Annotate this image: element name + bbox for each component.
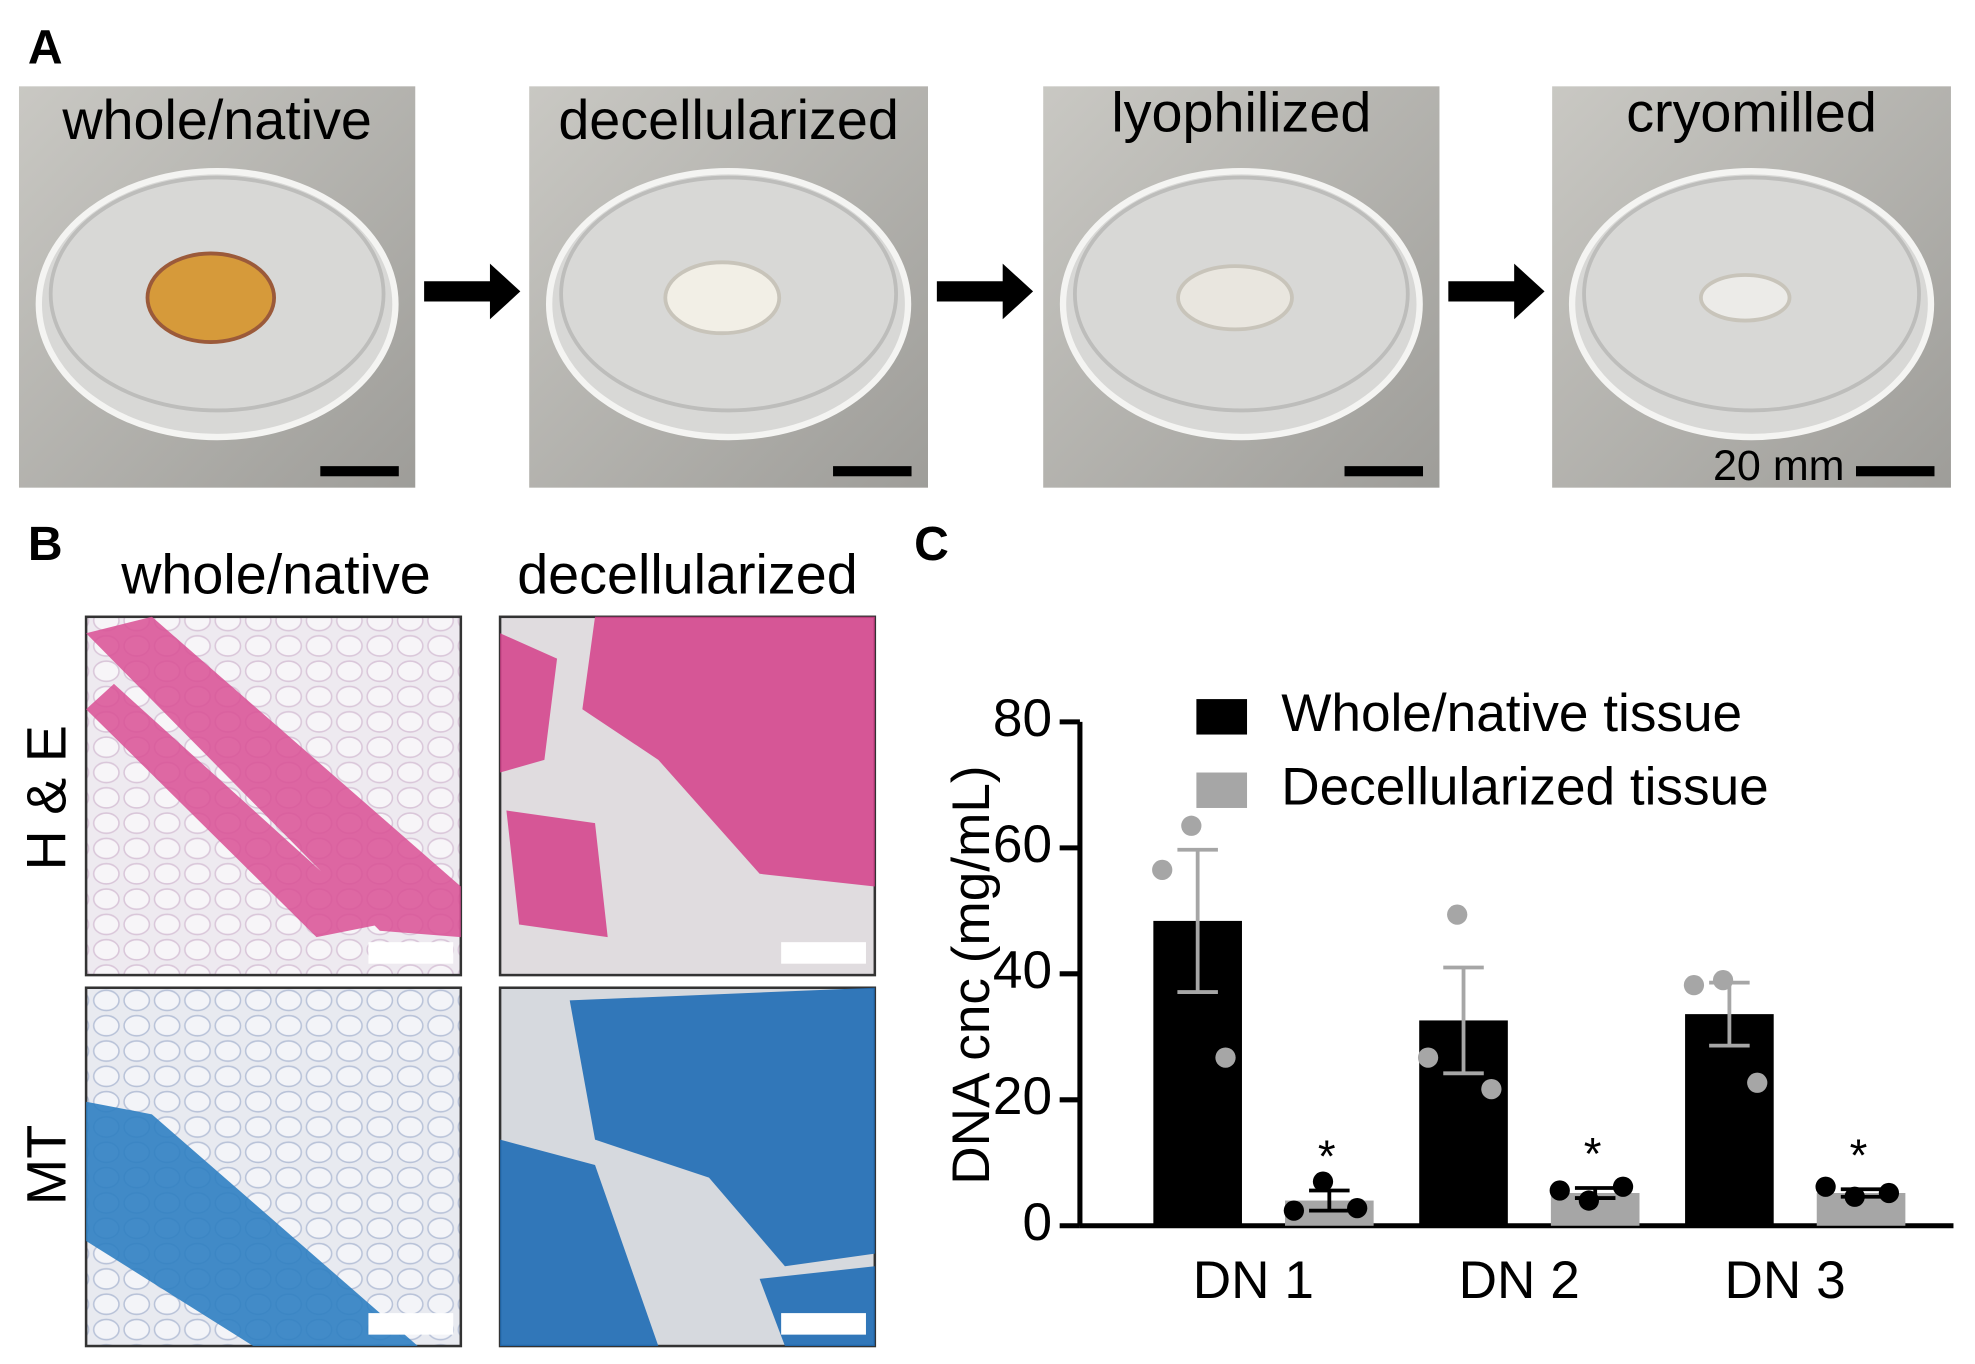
- data-point: [1417, 1047, 1439, 1068]
- tissue: [663, 260, 782, 336]
- data-point: [1683, 975, 1705, 996]
- x-tick-label: DN 1: [1193, 1251, 1314, 1310]
- error-bar: [1443, 965, 1484, 1076]
- legend-label: Whole/native tissue: [1281, 684, 1742, 743]
- column-label: whole/native: [120, 544, 431, 606]
- photo-label: lyophilized: [1111, 81, 1371, 143]
- data-point: [1312, 1171, 1334, 1192]
- petri-dish-rim: [1073, 175, 1410, 413]
- data-point: [1447, 904, 1468, 925]
- panel-label: B: [28, 517, 63, 571]
- data-point: [1215, 1047, 1236, 1068]
- scale-bar: [368, 1313, 454, 1335]
- arrow: [424, 263, 521, 320]
- x-tick-label: DN 2: [1459, 1251, 1580, 1310]
- legend-swatch: [1196, 772, 1248, 808]
- scale-bar: [833, 466, 912, 477]
- row-label: H & E: [15, 725, 77, 870]
- photo-row: whole/native decellularized lyophilized cry…: [18, 81, 1951, 490]
- bar-chart: 0 20 40 60 80 DNA cnc (mg/mL) * DN 1 * DN 2 * DN 3 W…: [942, 684, 1954, 1310]
- error-bar: [1309, 1188, 1350, 1213]
- mt-decell-stain: [500, 987, 875, 1347]
- significance: *: [1318, 1131, 1336, 1182]
- mt-native-stain: [86, 1101, 418, 1347]
- data-point: [1878, 1182, 1900, 1204]
- y-tick-label: 20: [993, 1067, 1052, 1126]
- y-tick-label: 80: [993, 689, 1052, 748]
- error-bar: [1177, 847, 1218, 994]
- he-decell-stain: [500, 616, 875, 938]
- significance: *: [1584, 1129, 1602, 1180]
- scale-bar: [781, 942, 866, 964]
- data-point: [1844, 1186, 1865, 1207]
- data-point: [1181, 815, 1202, 836]
- panel-label: C: [914, 517, 949, 571]
- photo-label: decellularized: [558, 89, 899, 151]
- y-tick-label: 0: [1022, 1193, 1052, 1252]
- arrow: [936, 263, 1034, 320]
- legend-swatch: [1196, 699, 1248, 735]
- data-point: [1152, 859, 1173, 881]
- legend-label: Decellularized tissue: [1281, 757, 1769, 816]
- data-point: [1347, 1197, 1368, 1219]
- data-point: [1612, 1176, 1634, 1197]
- panel-label: A: [28, 21, 63, 75]
- petri-dish-rim: [1582, 175, 1921, 413]
- scale-bar: [320, 466, 399, 477]
- scale-bar: [1855, 466, 1935, 477]
- tissue: [1176, 264, 1294, 332]
- tissue: [145, 251, 276, 344]
- x-tick-label: DN 3: [1725, 1251, 1846, 1310]
- he-native-stain: [86, 616, 461, 938]
- row-label: MT: [15, 1125, 77, 1205]
- arrow: [1448, 263, 1545, 320]
- bar: [1685, 1014, 1774, 1226]
- photo-label: cryomilled: [1626, 81, 1877, 143]
- y-tick-label: 60: [993, 815, 1052, 874]
- petri-dish-rim: [559, 175, 898, 413]
- photo-label: whole/native: [61, 89, 372, 151]
- scale-bar-label: 20 mm: [1713, 442, 1845, 490]
- data-point: [1578, 1190, 1599, 1211]
- data-point: [1712, 969, 1734, 991]
- scale-bar: [368, 942, 454, 964]
- scale-bar: [1344, 466, 1424, 477]
- data-point: [1283, 1200, 1305, 1221]
- significance: *: [1850, 1130, 1868, 1181]
- data-point: [1549, 1180, 1570, 1201]
- data-point: [1815, 1176, 1836, 1197]
- data-point: [1481, 1078, 1502, 1100]
- histology: [84, 615, 877, 1348]
- data-point: [1747, 1072, 1768, 1093]
- y-tick-label: 40: [993, 941, 1052, 1000]
- petri-dish-rim: [48, 175, 386, 413]
- scale-bar: [781, 1313, 866, 1335]
- tissue: [1699, 273, 1792, 323]
- y-axis-label: DNA cnc (mg/mL): [942, 765, 1001, 1184]
- column-label: decellularized: [517, 544, 858, 606]
